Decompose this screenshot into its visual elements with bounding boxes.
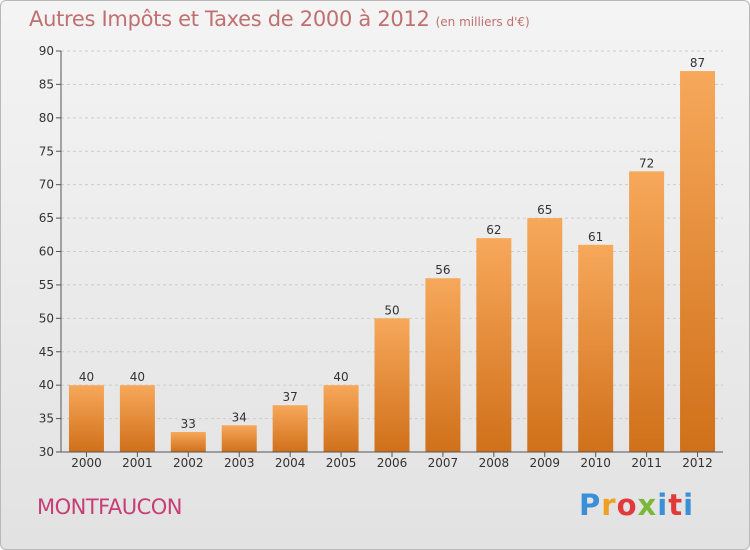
bars: 40 40 33 34 37 40 50 56 62 65 61 72 87: [68, 56, 716, 453]
bar: [629, 171, 665, 453]
x-tick-label: 2003: [224, 456, 255, 470]
x-tick-label: 2006: [377, 456, 408, 470]
logo-letter: x: [637, 488, 658, 522]
data-label: 40: [333, 370, 348, 384]
data-label: 40: [130, 370, 145, 384]
bar: [578, 244, 614, 452]
bar: [170, 431, 206, 452]
bar: [119, 385, 155, 452]
chart-unit: (en milliers d'€): [435, 15, 530, 29]
data-label: 61: [588, 230, 603, 244]
chart-title: Autres Impôts et Taxes de 2000 à 2012 (en…: [29, 7, 530, 31]
y-tick-label: 80: [39, 111, 54, 125]
data-label: 62: [486, 223, 501, 237]
y-tick-label: 70: [39, 178, 54, 192]
bar: [680, 71, 716, 453]
bar: [323, 385, 359, 452]
x-tick-label: 2000: [71, 456, 102, 470]
logo-letter: t: [668, 488, 684, 522]
data-label: 33: [181, 417, 196, 431]
bar: [68, 385, 104, 452]
x-tick-label: 2012: [682, 456, 713, 470]
bar: [272, 405, 308, 452]
bar: [476, 238, 512, 452]
y-tick-label: 30: [39, 445, 54, 459]
bar: [374, 318, 410, 452]
y-tick-label: 90: [39, 44, 54, 58]
data-label: 65: [537, 203, 552, 217]
x-tick-label: 2010: [580, 456, 611, 470]
bar: [221, 425, 257, 452]
axes: 30 35 40 45 50 55 60 65 70 75 80 85 90 2000 2001 2002 20…: [39, 44, 723, 470]
x-tick-label: 2004: [275, 456, 306, 470]
data-label: 56: [435, 263, 450, 277]
x-tick-label: 2002: [173, 456, 204, 470]
y-tick-label: 35: [39, 412, 54, 426]
chart-title-text: Autres Impôts et Taxes de 2000 à 2012: [29, 7, 430, 31]
y-tick-label: 60: [39, 245, 54, 259]
bar: [527, 218, 563, 452]
x-tick-label: 2009: [529, 456, 560, 470]
x-tick-label: 2007: [428, 456, 459, 470]
logo-letter: o: [616, 488, 638, 522]
y-tick-label: 85: [39, 77, 54, 91]
x-tick-label: 2011: [631, 456, 662, 470]
proxiti-logo: Proxiti: [579, 488, 694, 522]
y-tick-label: 55: [39, 278, 54, 292]
logo-letter: i: [683, 488, 695, 522]
data-label: 72: [639, 156, 654, 170]
logo-letter: i: [657, 488, 669, 522]
y-tick-label: 65: [39, 211, 54, 225]
x-tick-label: 2001: [122, 456, 153, 470]
y-tick-label: 45: [39, 345, 54, 359]
x-tick-label: 2005: [326, 456, 357, 470]
x-tick-label: 2008: [479, 456, 510, 470]
data-label: 34: [232, 410, 247, 424]
data-label: 87: [690, 56, 705, 70]
data-label: 50: [384, 303, 399, 317]
commune-name: MONTFAUCON: [37, 495, 182, 519]
data-label: 37: [283, 390, 298, 404]
y-tick-label: 40: [39, 378, 54, 392]
logo-letter: P: [579, 488, 602, 522]
bar: [425, 278, 461, 452]
data-label: 40: [79, 370, 94, 384]
y-tick-label: 75: [39, 144, 54, 158]
logo-letter: r: [601, 488, 617, 522]
y-tick-label: 50: [39, 311, 54, 325]
